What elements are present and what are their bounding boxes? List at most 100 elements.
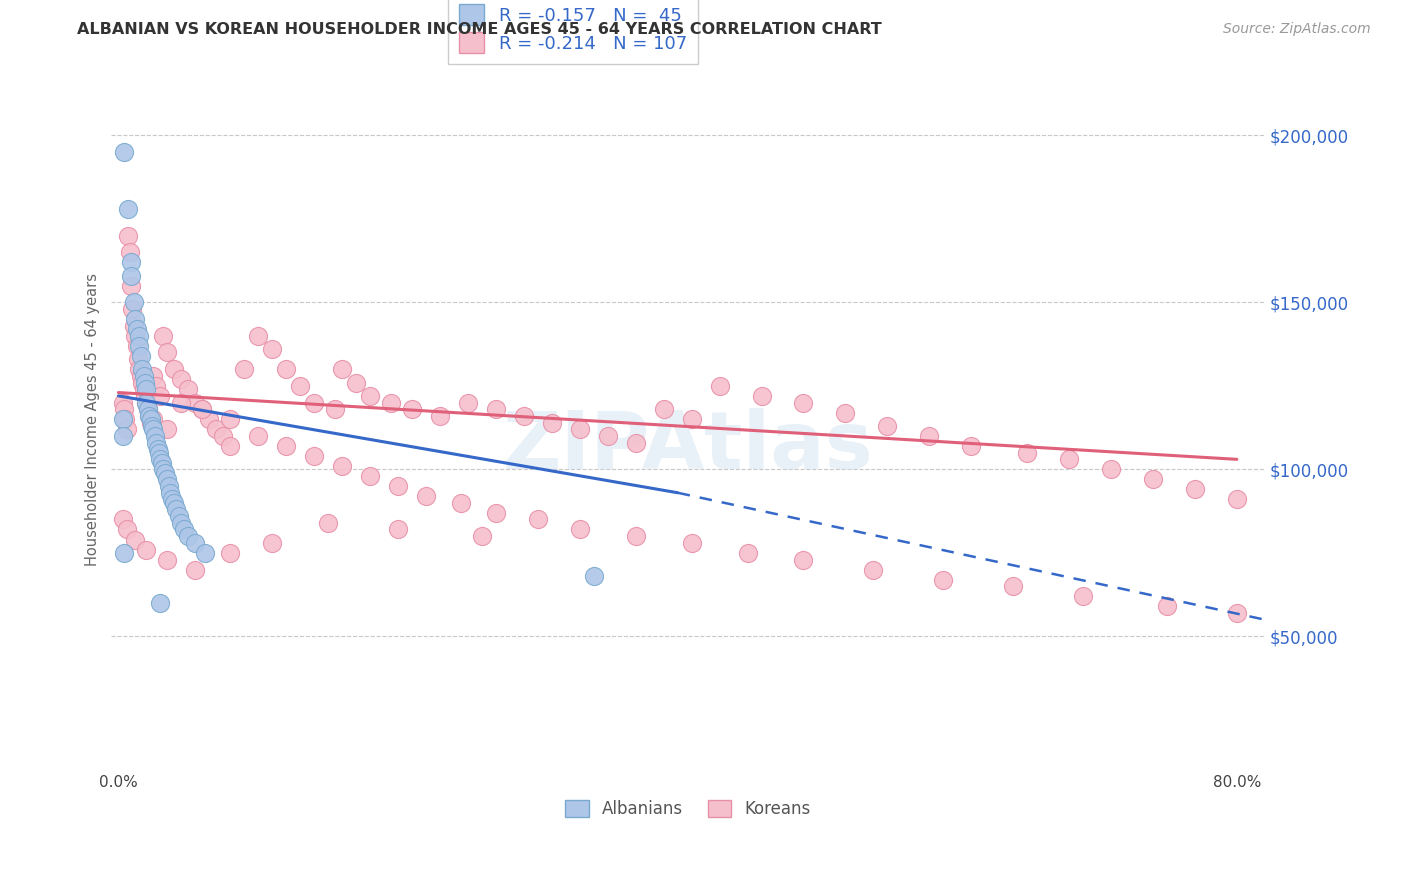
Point bbox=[401, 402, 423, 417]
Point bbox=[132, 368, 155, 383]
Point bbox=[149, 452, 172, 467]
Point bbox=[184, 563, 207, 577]
Point bbox=[136, 402, 159, 417]
Point bbox=[450, 496, 472, 510]
Point bbox=[1017, 445, 1039, 459]
Point bbox=[112, 546, 135, 560]
Point bbox=[170, 395, 193, 409]
Point bbox=[134, 376, 156, 390]
Point bbox=[276, 362, 298, 376]
Point bbox=[149, 389, 172, 403]
Point bbox=[568, 523, 591, 537]
Point bbox=[132, 382, 155, 396]
Point bbox=[160, 492, 183, 507]
Point bbox=[124, 533, 146, 547]
Point bbox=[111, 512, 134, 526]
Point bbox=[191, 402, 214, 417]
Point bbox=[170, 516, 193, 530]
Point bbox=[121, 301, 143, 316]
Point bbox=[156, 345, 179, 359]
Point bbox=[150, 456, 173, 470]
Point bbox=[142, 422, 165, 436]
Point bbox=[163, 362, 186, 376]
Point bbox=[135, 382, 157, 396]
Point bbox=[1071, 589, 1094, 603]
Point bbox=[111, 412, 134, 426]
Point bbox=[276, 439, 298, 453]
Point bbox=[262, 342, 284, 356]
Point bbox=[112, 145, 135, 159]
Point bbox=[111, 395, 134, 409]
Point bbox=[624, 435, 647, 450]
Point bbox=[876, 419, 898, 434]
Point bbox=[131, 376, 153, 390]
Point bbox=[302, 395, 325, 409]
Point bbox=[1099, 462, 1122, 476]
Point bbox=[122, 295, 145, 310]
Point bbox=[415, 489, 437, 503]
Point bbox=[173, 523, 195, 537]
Point bbox=[157, 479, 180, 493]
Text: ALBANIAN VS KOREAN HOUSEHOLDER INCOME AGES 45 - 64 YEARS CORRELATION CHART: ALBANIAN VS KOREAN HOUSEHOLDER INCOME AG… bbox=[77, 22, 882, 37]
Text: Source: ZipAtlas.com: Source: ZipAtlas.com bbox=[1223, 22, 1371, 37]
Point bbox=[135, 395, 157, 409]
Point bbox=[681, 412, 703, 426]
Point bbox=[485, 506, 508, 520]
Point bbox=[582, 569, 605, 583]
Point bbox=[212, 429, 235, 443]
Point bbox=[834, 406, 856, 420]
Point bbox=[198, 412, 221, 426]
Point bbox=[138, 409, 160, 423]
Point bbox=[380, 395, 402, 409]
Point bbox=[792, 552, 814, 566]
Point bbox=[141, 419, 163, 434]
Point bbox=[170, 372, 193, 386]
Point bbox=[681, 536, 703, 550]
Point bbox=[142, 368, 165, 383]
Point bbox=[128, 328, 150, 343]
Point bbox=[120, 278, 142, 293]
Point bbox=[134, 389, 156, 403]
Point bbox=[1057, 452, 1080, 467]
Point bbox=[219, 439, 242, 453]
Point bbox=[751, 389, 773, 403]
Point bbox=[129, 349, 152, 363]
Point bbox=[457, 395, 479, 409]
Point bbox=[184, 536, 207, 550]
Point bbox=[191, 402, 214, 417]
Point bbox=[156, 472, 179, 486]
Point bbox=[219, 412, 242, 426]
Point bbox=[153, 466, 176, 480]
Point bbox=[471, 529, 494, 543]
Point bbox=[167, 509, 190, 524]
Point bbox=[316, 516, 339, 530]
Point bbox=[177, 382, 200, 396]
Point bbox=[138, 409, 160, 423]
Point bbox=[139, 416, 162, 430]
Point bbox=[117, 202, 139, 216]
Point bbox=[139, 412, 162, 426]
Point bbox=[184, 395, 207, 409]
Point bbox=[159, 485, 181, 500]
Point bbox=[135, 542, 157, 557]
Point bbox=[131, 362, 153, 376]
Point bbox=[359, 469, 381, 483]
Point bbox=[205, 422, 228, 436]
Point bbox=[862, 563, 884, 577]
Point bbox=[1226, 492, 1249, 507]
Point bbox=[156, 422, 179, 436]
Y-axis label: Householder Income Ages 45 - 64 years: Householder Income Ages 45 - 64 years bbox=[86, 273, 100, 566]
Point bbox=[709, 379, 731, 393]
Point bbox=[485, 402, 508, 417]
Point bbox=[129, 368, 152, 383]
Point bbox=[115, 523, 138, 537]
Point bbox=[148, 445, 170, 459]
Point bbox=[359, 389, 381, 403]
Point bbox=[1156, 599, 1178, 614]
Point bbox=[288, 379, 311, 393]
Point bbox=[128, 339, 150, 353]
Point bbox=[112, 402, 135, 417]
Point bbox=[1002, 579, 1025, 593]
Point bbox=[1142, 472, 1164, 486]
Point bbox=[145, 379, 167, 393]
